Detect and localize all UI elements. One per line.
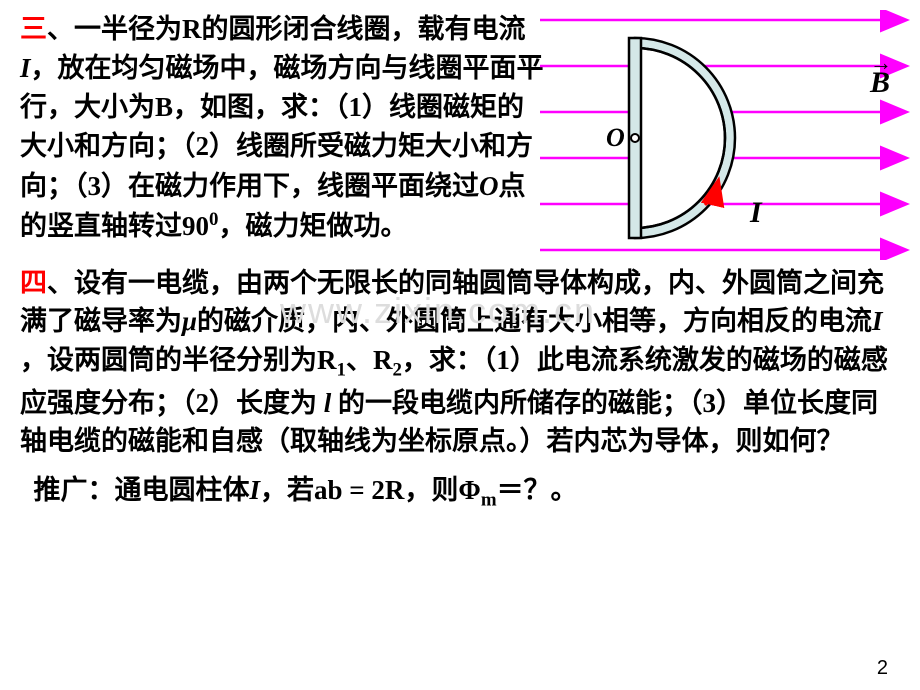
p3-t2: ，放在均匀磁场中，磁场方向与线圈平面平行，大小为B，如图，求：（1）线圈磁矩的大… (20, 53, 544, 200)
magnetic-field-diagram: O B → I (540, 10, 910, 260)
center-point (631, 134, 639, 142)
loop-bg (635, 38, 735, 238)
page-number: 2 (877, 657, 888, 680)
content-area: 三、一半径为R的圆形闭合线圈，载有电流I，放在均匀磁场中，磁场方向与线圈平面平行… (0, 0, 920, 522)
p4-s1: 1 (337, 359, 346, 380)
B-vector-arrow: → (870, 50, 892, 75)
ft-I: I (250, 475, 261, 505)
ft-t3: ＝？。 (497, 475, 578, 505)
p3-I: I (20, 53, 31, 83)
p3-t1: 、一半径为R的圆形闭合线圈，载有电流 (47, 14, 526, 44)
I-label: I (749, 196, 763, 229)
p3-t4: ，磁力矩做功。 (218, 211, 407, 241)
problem-3-text: 三、一半径为R的圆形闭合线圈，载有电流 I，放在均匀磁场中，磁场方向与线圈平面平行… (20, 10, 550, 246)
p4-I: I (872, 306, 883, 336)
p4-t4: 、R (346, 345, 393, 375)
p4-mu: μ (182, 306, 197, 336)
ft-sub: m (481, 490, 497, 511)
O-label: O (606, 123, 625, 152)
p4-t2: 的磁介质，内、外圆筒上通有大小相等，方向相反的电流 (197, 306, 872, 336)
footer-line: 推广：通电圆柱体I，若ab = 2R，则Φm＝？。 (20, 468, 900, 511)
problem-3-number: 三 (20, 14, 47, 44)
problem-4: 四、设有一电缆，由两个无限长的同轴圆筒导体构成，内、外圆筒之间充满了磁导率为μ的… (20, 264, 900, 461)
ft-t2: ，若ab = 2R，则Φ (260, 475, 481, 505)
problem-4-number: 四 (20, 268, 47, 298)
p4-s2: 2 (392, 359, 401, 380)
p4-t3: ，设两圆筒的半径分别为R (20, 345, 337, 375)
ft-t1: 推广：通电圆柱体 (34, 475, 250, 505)
problem-3: 三、一半径为R的圆形闭合线圈，载有电流I，放在均匀磁场中，磁场方向与线圈平面平行… (20, 10, 900, 246)
p3-O: O (479, 171, 499, 201)
